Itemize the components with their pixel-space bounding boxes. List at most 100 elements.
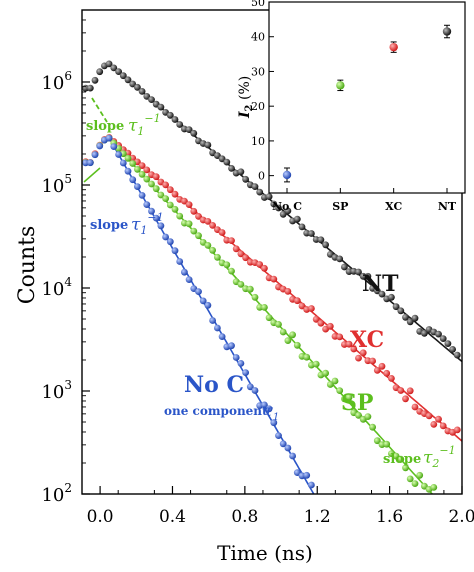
data-point-nt	[435, 330, 442, 338]
data-points	[82, 60, 461, 493]
data-point-sp	[326, 381, 334, 388]
data-point-no-c	[119, 159, 127, 167]
data-point-no-c	[124, 167, 132, 175]
data-point-no-c	[209, 317, 217, 324]
data-point-nt	[110, 64, 118, 72]
data-point-xc	[326, 322, 334, 330]
data-point-xc	[270, 275, 278, 283]
data-point-nt	[397, 307, 405, 315]
inset-frame	[268, 1, 466, 194]
data-point-sp	[336, 387, 344, 394]
data-point-xc	[378, 362, 386, 370]
y-tick-label: 104	[41, 275, 72, 300]
data-point-xc	[171, 190, 179, 198]
data-point-xc	[345, 340, 353, 348]
x-tick-label: 0.4	[159, 507, 186, 527]
y-tick-label: 103	[41, 378, 72, 403]
data-point-nt	[355, 268, 362, 276]
data-point-xc	[411, 403, 419, 411]
data-point-xc	[373, 367, 381, 374]
data-point-nt	[134, 83, 141, 91]
data-point-no-c	[284, 444, 292, 452]
data-point-nt	[411, 314, 419, 322]
data-point-nt	[190, 129, 198, 137]
inset-axis-ticks: 0 10 20 30 40 50 No C SP XC NT	[251, 0, 457, 213]
inset-x-tick-label: NT	[438, 200, 457, 213]
data-point-sp	[397, 455, 405, 463]
data-point-sp	[312, 360, 320, 368]
data-point-sp	[355, 411, 362, 419]
inset-chart: 0 10 20 30 40 50 No C SP XC NT I2 (%)	[237, 0, 466, 213]
data-point-no-c	[218, 333, 226, 340]
data-point-nt	[86, 84, 94, 92]
data-point-xc	[152, 173, 160, 181]
data-point-no-c	[166, 238, 174, 246]
data-point-xc	[185, 201, 193, 209]
data-point-no-c	[242, 369, 250, 376]
data-point-no-c	[86, 159, 94, 167]
data-point-sp	[265, 314, 273, 322]
data-point-xc	[129, 154, 137, 162]
slope-label-tau1-blue: slope τ1−1	[90, 211, 164, 237]
data-point-xc	[406, 387, 414, 395]
data-point-nt	[284, 207, 292, 215]
inset-point-xc	[389, 42, 398, 52]
inset-y-tick-label: 40	[251, 31, 265, 44]
data-point-sp	[275, 321, 282, 328]
inset-point-no-c	[282, 170, 292, 180]
inset-x-tick-label: SP	[332, 200, 348, 213]
data-point-no-c	[162, 233, 170, 241]
data-point-xc	[237, 250, 245, 258]
data-point-xc	[209, 222, 217, 229]
data-point-nt	[275, 204, 282, 212]
one-component-label: one component τ1	[164, 401, 279, 423]
data-point-nt	[322, 241, 329, 249]
data-point-sp	[430, 484, 438, 491]
data-point-sp	[134, 166, 141, 173]
data-point-sp	[185, 220, 193, 228]
slope-guide-top	[91, 97, 108, 123]
y-tick-label: 102	[41, 481, 72, 506]
data-point-xc	[232, 245, 240, 253]
series-label-sp: SP	[341, 390, 373, 416]
data-point-sp	[284, 337, 292, 344]
data-point-no-c	[303, 471, 311, 479]
data-point-nt	[228, 165, 235, 172]
data-point-nt	[406, 318, 414, 326]
data-point-xc	[435, 415, 442, 423]
data-point-xc	[261, 264, 268, 272]
data-point-no-c	[228, 342, 235, 350]
data-point-nt	[336, 255, 344, 263]
data-point-nt	[378, 290, 386, 298]
data-point-nt	[392, 303, 400, 311]
data-point-sp	[246, 285, 254, 293]
data-point-nt	[453, 351, 461, 359]
data-point-no-c	[171, 247, 179, 255]
slope-label-tau2: slope τ2−1	[383, 444, 456, 470]
slope-label-tau1-top: slope τ1−1	[86, 112, 161, 138]
inset-y-tick-label: 10	[251, 135, 265, 148]
data-point-nt	[270, 200, 278, 208]
data-point-xc	[359, 349, 367, 357]
data-point-sp	[148, 180, 155, 188]
data-point-xc	[256, 261, 264, 268]
data-point-xc	[402, 395, 409, 403]
inset-y-label: I2 (%)	[237, 76, 255, 119]
data-point-no-c	[181, 268, 188, 276]
data-point-sp	[402, 464, 409, 472]
data-point-xc	[242, 254, 250, 262]
data-point-nt	[388, 293, 395, 301]
inset-point-sp	[336, 81, 345, 90]
data-point-xc	[388, 375, 395, 382]
data-point-sp	[157, 191, 165, 199]
data-point-nt	[124, 76, 132, 84]
y-axis-label: Counts	[15, 226, 40, 305]
inset-x-tick-label: No C	[272, 200, 302, 213]
inset-y-tick-label: 20	[251, 100, 265, 113]
data-point-nt	[449, 346, 456, 353]
inset-points	[282, 24, 452, 183]
inset-y-label-unit: (%)	[237, 76, 253, 105]
data-point-xc	[138, 162, 146, 170]
data-point-nt	[115, 68, 122, 75]
data-point-xc	[430, 421, 438, 428]
